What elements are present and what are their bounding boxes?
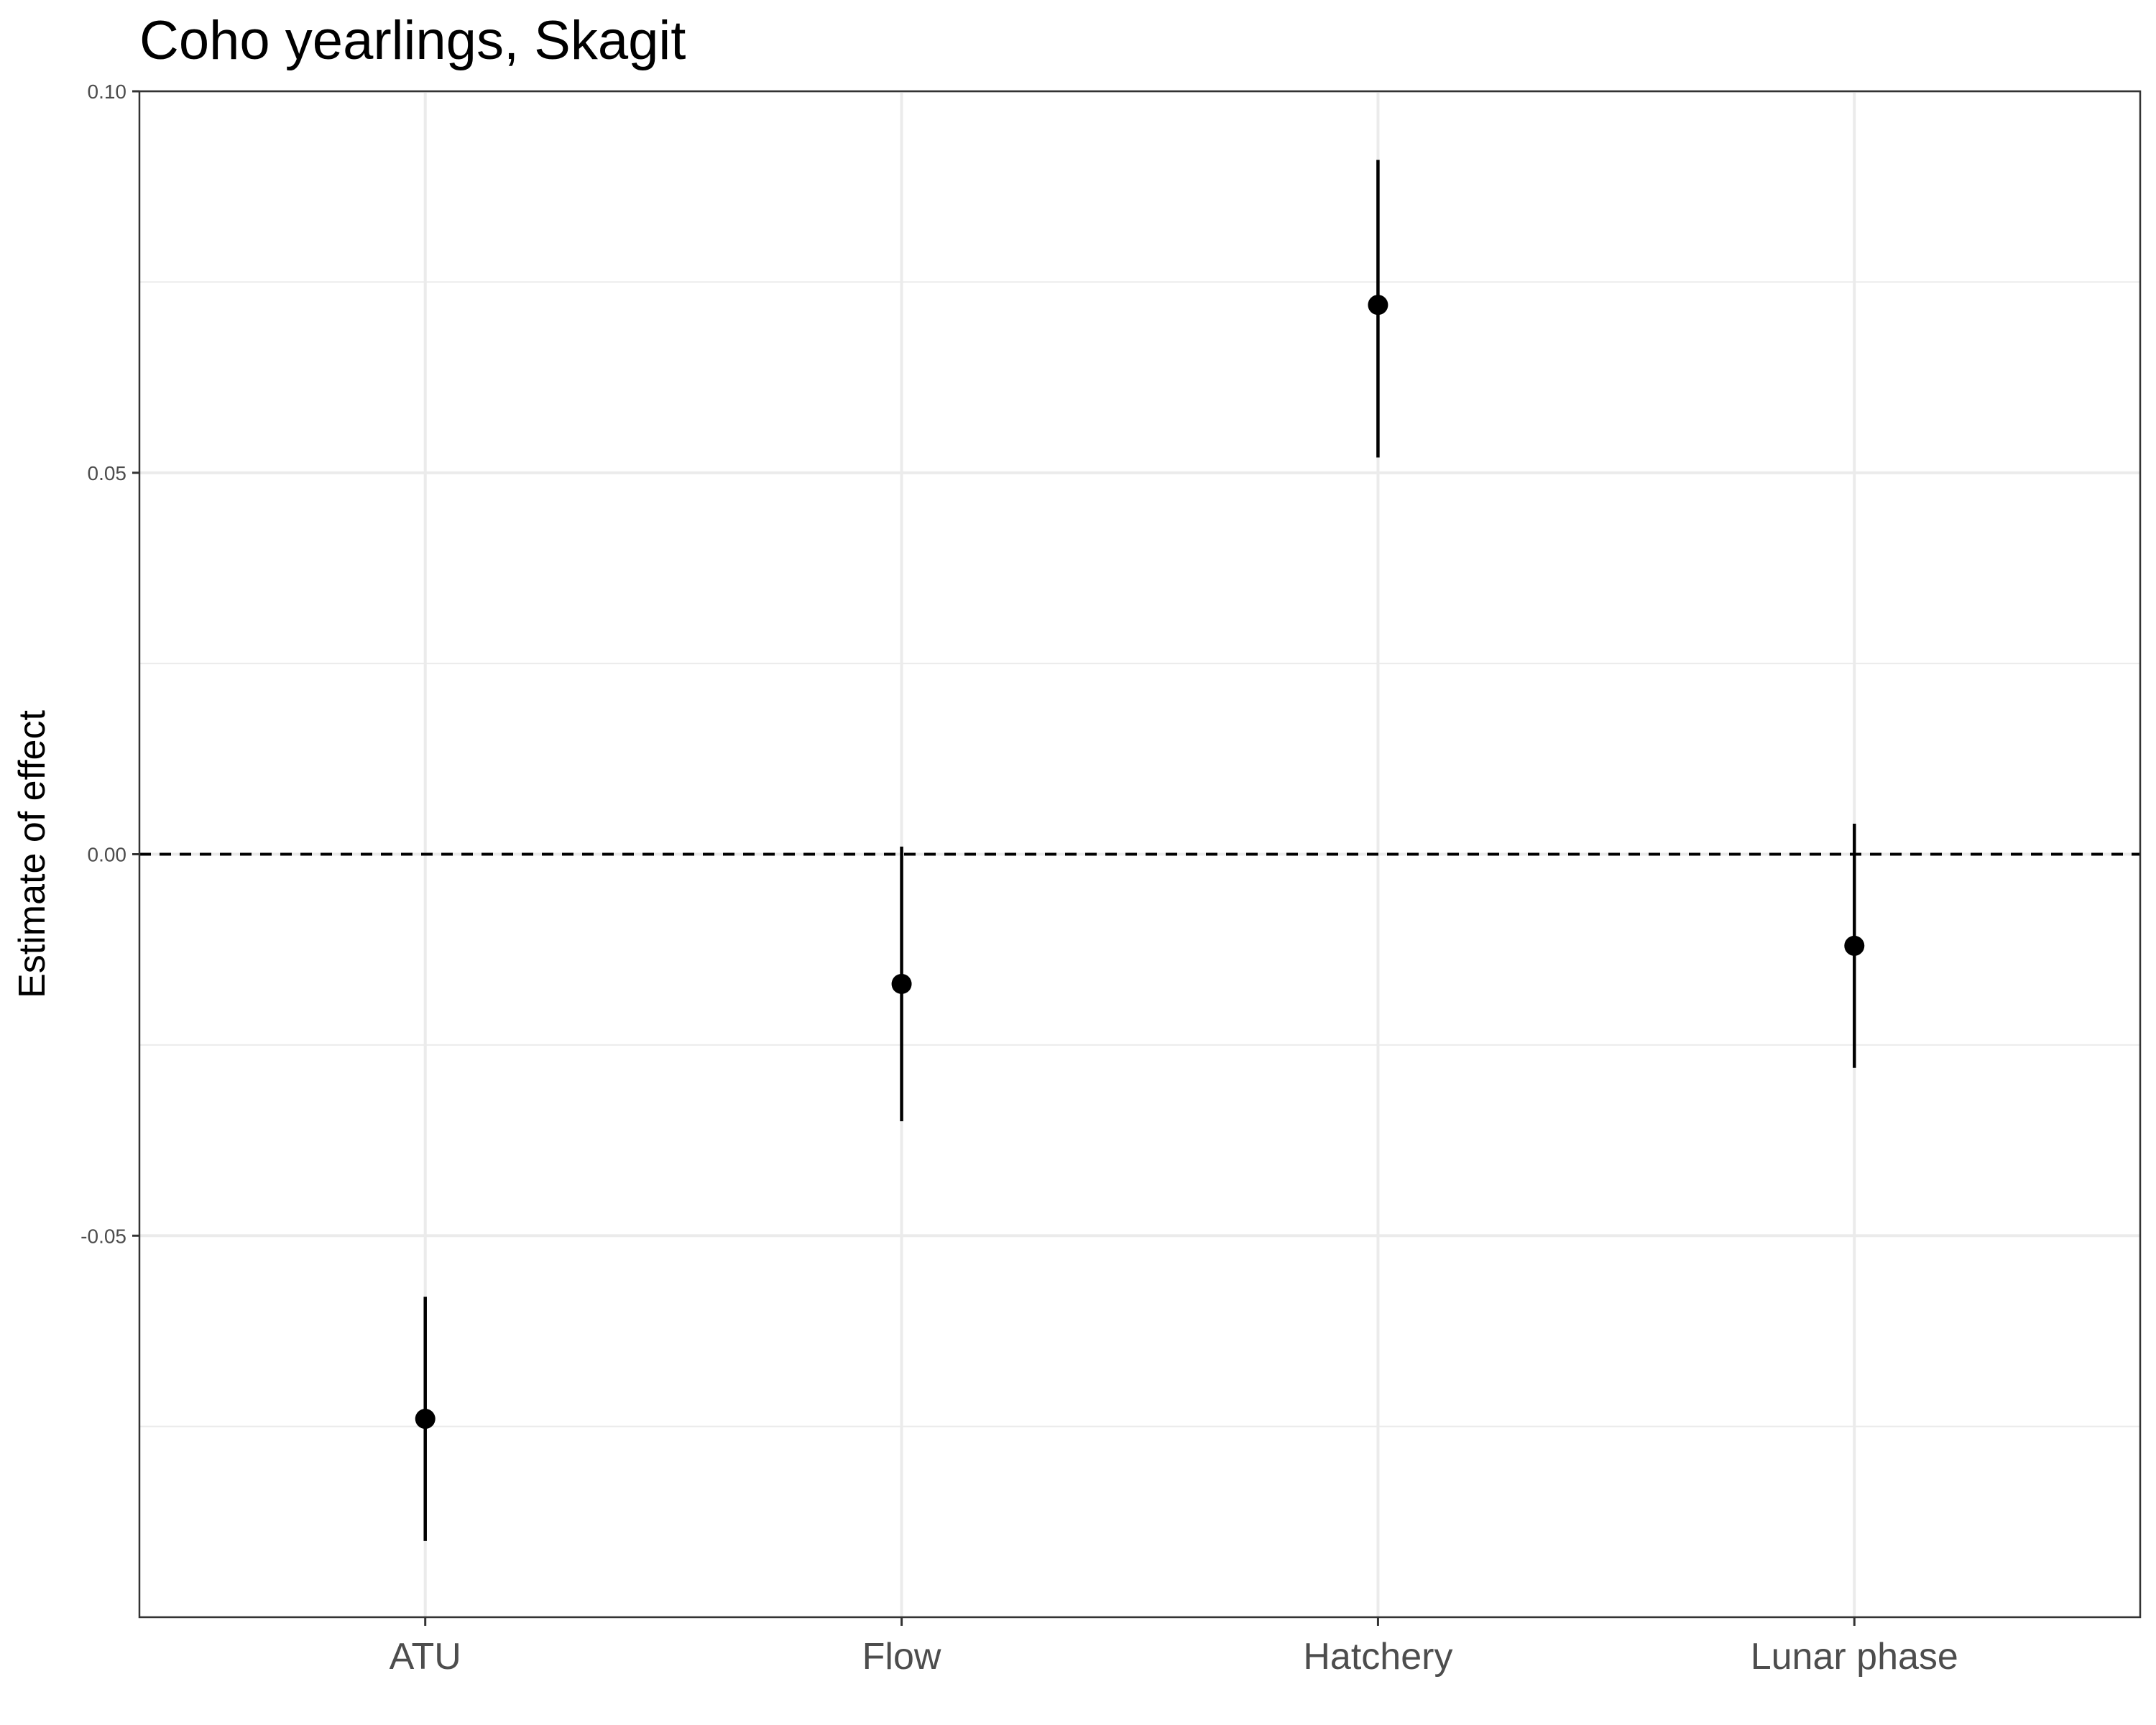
data-marks xyxy=(415,160,1865,1541)
y-tick-label: 0.10 xyxy=(88,80,127,103)
x-tick-label: ATU xyxy=(390,1636,461,1678)
chart-title: Coho yearlings, Skagit xyxy=(139,10,686,71)
estimate-point-hatchery xyxy=(1368,295,1388,316)
y-tick-label: 0.00 xyxy=(88,844,127,866)
y-axis-label: Estimate of effect xyxy=(11,710,53,998)
x-tick-label: Flow xyxy=(862,1636,941,1678)
estimate-point-atu xyxy=(415,1409,436,1430)
axis-ticks: 0.10 0.05 0.00 -0.05 ATU Flow Hatchery Lunar ph… xyxy=(80,80,1958,1678)
x-tick-label: Lunar phase xyxy=(1751,1636,1958,1678)
x-tick-label: Hatchery xyxy=(1303,1636,1452,1678)
y-tick-label: 0.05 xyxy=(88,462,127,484)
estimate-point-flow xyxy=(891,973,912,994)
y-tick-label: -0.05 xyxy=(80,1225,126,1247)
estimate-point-lunar-phase xyxy=(1844,935,1865,956)
